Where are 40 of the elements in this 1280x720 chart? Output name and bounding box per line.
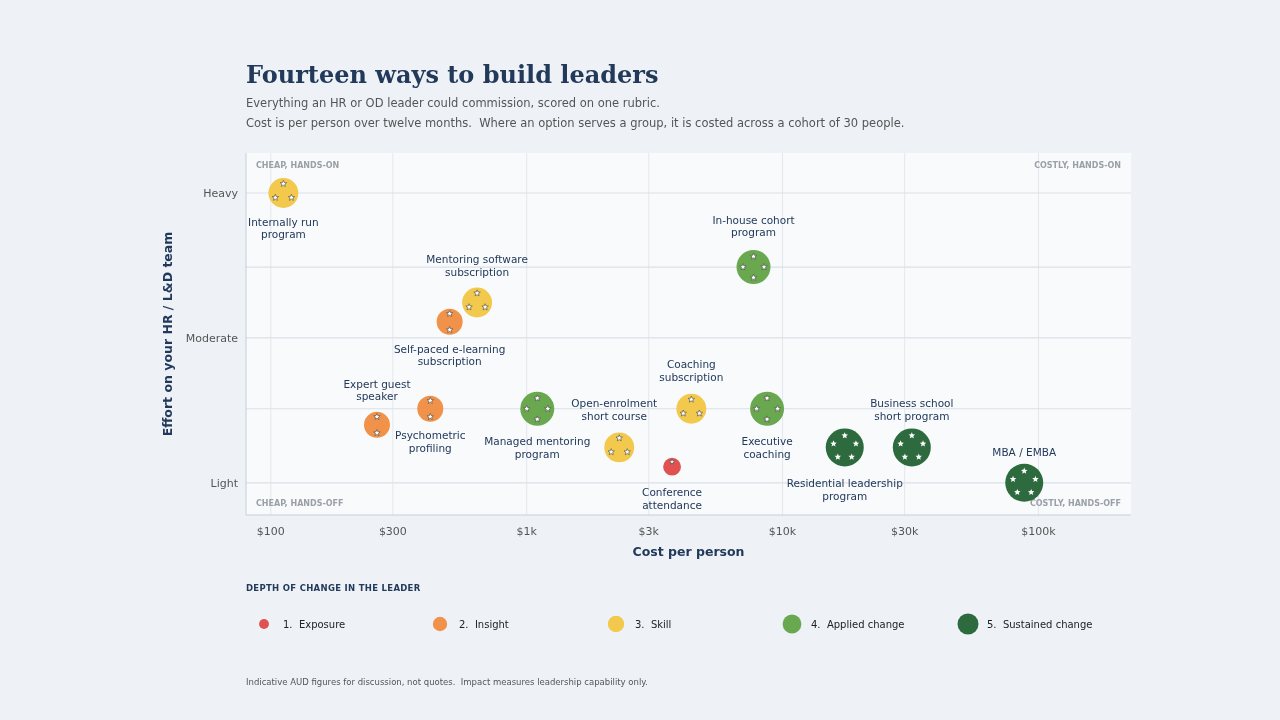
- annotation: Expert guest speaker: [343, 377, 411, 403]
- ref-line-label: Light: [210, 476, 239, 490]
- annotation: Conference attendance: [642, 486, 703, 511]
- ref-line-label: Moderate: [185, 331, 239, 345]
- legend-title: DEPTH OF CHANGE IN THE LEADER: [246, 583, 421, 593]
- annotation: Executive coaching: [741, 435, 793, 460]
- chart-subtitle: Everything an HR or OD leader could commission, scored on one rubric.: [246, 96, 660, 110]
- x-tick-label: $3k: [638, 525, 660, 538]
- x-axis-title: Cost per person: [632, 544, 745, 559]
- annotation: Managed mentoring program: [484, 435, 591, 460]
- x-tick-label: $100k: [1021, 525, 1057, 538]
- text: Effort on your HR / L&D team: [160, 231, 175, 437]
- legend-label: 1. Exposure: [283, 618, 346, 630]
- x-tick-label: $300: [378, 525, 407, 538]
- annotation: COSTLY, HANDS-OFF: [1029, 499, 1121, 508]
- annotation: Residential leadership program: [786, 477, 904, 502]
- text: COSTLY, HANDS-ON: [1034, 161, 1121, 170]
- annotation: Open-enrolment short course: [571, 397, 658, 422]
- legend-label: 5. Sustained change: [987, 618, 1093, 630]
- text: Indicative AUD figures for discussion, not quotes. Impact measures leadership capability only.: [246, 677, 648, 687]
- legend-label: 4. Applied change: [811, 618, 905, 630]
- x-tick-label: $10k: [768, 525, 797, 538]
- x-tick-label: $1k: [516, 525, 538, 538]
- annotation: Internally run program: [248, 215, 319, 241]
- annotation: MBA / EMBA: [992, 445, 1057, 458]
- chart-title: Fourteen ways to build leaders: [246, 60, 659, 89]
- text: Cost is per person over twelve months. Where an option serves a group, it is costed across a cohort of 30 people.: [246, 116, 905, 130]
- annotation: CHEAP, HANDS-OFF: [256, 499, 344, 508]
- annotation: Mentoring software subscription: [426, 253, 528, 278]
- legend-label: 3. Skill: [635, 618, 672, 630]
- ref-line-label: Heavy: [203, 186, 239, 200]
- annotation: Self-paced e-learning subscription: [393, 342, 506, 368]
- annotation: Business school short program: [870, 397, 954, 422]
- text: CHEAP, HANDS-ON: [256, 161, 340, 170]
- annotation: In-house cohort program: [712, 213, 795, 239]
- annotation: Psychometric profiling: [395, 429, 466, 454]
- legend-label: 2. Insight: [459, 618, 509, 630]
- x-tick-label: $30k: [890, 525, 919, 538]
- annotation: Coaching subscription: [659, 358, 724, 383]
- x-tick-label: $100: [256, 525, 285, 538]
